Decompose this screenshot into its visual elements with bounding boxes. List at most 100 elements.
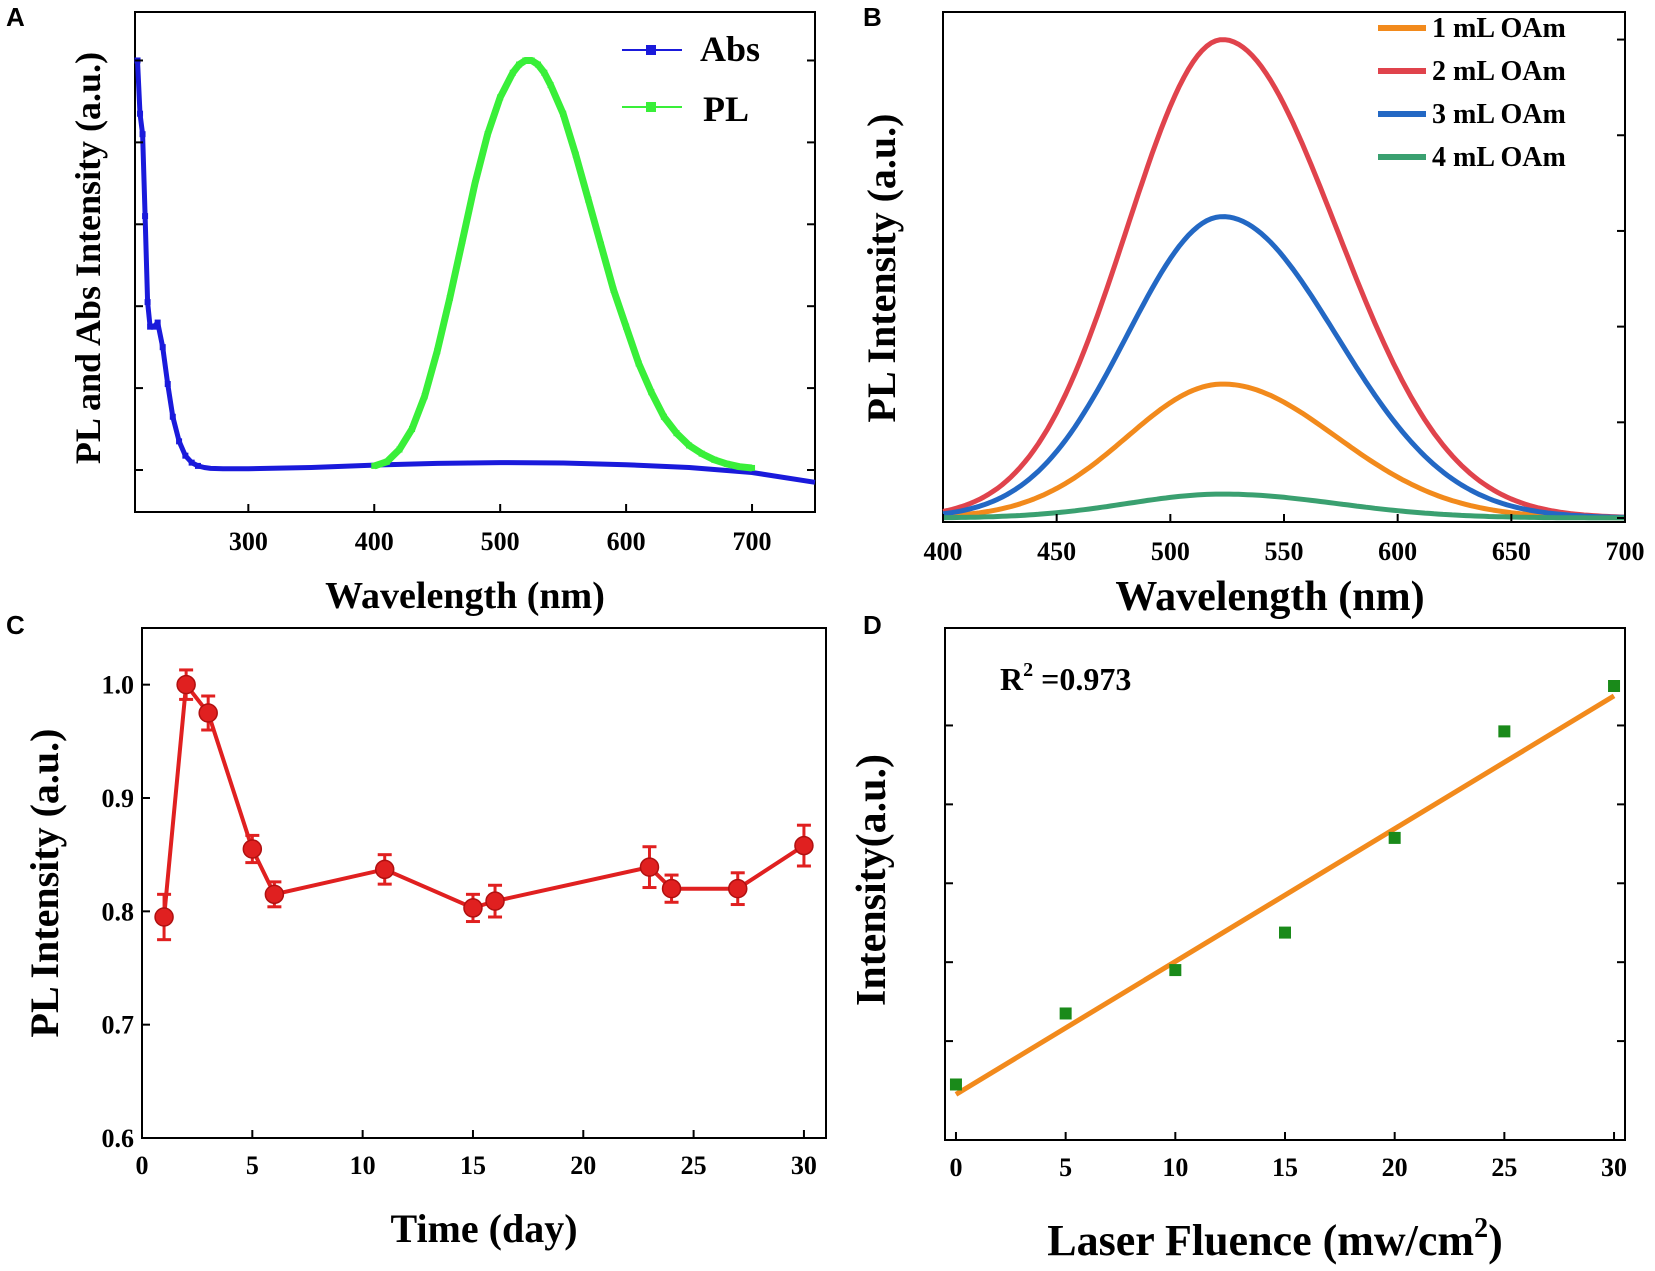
panel-a-point-pl-1 bbox=[383, 458, 390, 465]
panel-c-point-day-23 bbox=[639, 857, 660, 877]
panel-a-point-abs-6 bbox=[150, 323, 157, 330]
panel-a-x-tick-label-300: 300 bbox=[229, 527, 268, 556]
panel-a-point-abs-1 bbox=[137, 110, 144, 117]
panel-c-x-tick-label-20: 20 bbox=[570, 1151, 596, 1180]
panel-a-plot-frame bbox=[134, 11, 816, 513]
panel-d-x-tick-label-15: 15 bbox=[1272, 1153, 1298, 1182]
panel-letter-c: C bbox=[6, 610, 25, 640]
panel-d-x-tick-label-20: 20 bbox=[1382, 1153, 1408, 1182]
panel-c-chart: 0 5 10 15 20 25 30 0.6 0.7 0.8 0.9 1.0 Time (day) P… bbox=[22, 627, 827, 1251]
panel-a-point-abs-11 bbox=[176, 438, 183, 445]
panel-b-x-tick-label-500: 500 bbox=[1151, 537, 1190, 566]
panel-a-point-abs-7 bbox=[154, 319, 161, 326]
panel-a-point-pl-30 bbox=[711, 456, 718, 463]
panel-letter-d: D bbox=[863, 610, 882, 640]
panel-b-x-tick-label-550: 550 bbox=[1265, 537, 1304, 566]
legend-abs-marker bbox=[646, 45, 656, 55]
panel-b-y-axis-title: PL Intensity (a.u.) bbox=[859, 114, 904, 423]
panel-d-point-20 bbox=[1388, 831, 1401, 844]
panel-d-x-tick-label-30: 30 bbox=[1601, 1153, 1627, 1182]
panel-a-point-pl-13 bbox=[522, 57, 529, 64]
panel-b-series-2ml-line bbox=[942, 37, 1626, 520]
panel-a-series-abs-line bbox=[135, 60, 816, 485]
panel-c-point-day-6 bbox=[264, 884, 285, 905]
panel-b-x-tick-label-450: 450 bbox=[1037, 537, 1076, 566]
panel-a-series-pl-line bbox=[373, 57, 753, 472]
panel-c-point-day-11 bbox=[374, 859, 395, 880]
panel-b-series-1ml-line bbox=[942, 381, 1625, 521]
panel-a-y-axis-title: PL and Abs Intensity (a.u.) bbox=[68, 52, 108, 464]
panel-c-y-tick-label-0.7: 0.7 bbox=[102, 1011, 135, 1040]
panel-d-x-tick-label-25: 25 bbox=[1491, 1153, 1517, 1182]
panel-d-x-tick-label-10: 10 bbox=[1162, 1153, 1188, 1182]
panel-a-point-pl-4 bbox=[421, 393, 428, 400]
panel-c-point-day-24 bbox=[661, 878, 682, 899]
panel-a-legend: Abs PL bbox=[622, 29, 760, 129]
panel-a-point-pl-16 bbox=[541, 69, 548, 76]
panel-c-x-tick-label-25: 25 bbox=[681, 1151, 707, 1180]
panel-a-point-pl-8 bbox=[472, 180, 478, 187]
panel-a-point-pl-22 bbox=[610, 286, 617, 293]
legend-abs-label: Abs bbox=[700, 29, 760, 69]
panel-a-point-pl-6 bbox=[446, 295, 453, 301]
panel-a-x-tick-label-400: 400 bbox=[355, 527, 394, 556]
panel-c-x-tick-label-0: 0 bbox=[136, 1151, 149, 1180]
panel-a-point-pl-20 bbox=[585, 196, 592, 203]
panel-a-point-pl-27 bbox=[673, 430, 680, 437]
panel-a-point-pl-21 bbox=[597, 241, 604, 248]
panel-a-point-pl-0 bbox=[371, 462, 378, 469]
panel-c-y-tick-label-1.0: 1.0 bbox=[102, 671, 135, 700]
panel-a-point-pl-9 bbox=[484, 131, 491, 138]
panel-d-point-5 bbox=[1059, 1007, 1072, 1020]
legend-pl-marker bbox=[646, 102, 656, 112]
panel-c-y-tick-label-0.6: 0.6 bbox=[102, 1124, 135, 1153]
panel-a-point-pl-28 bbox=[686, 442, 693, 449]
panel-a-point-pl-25 bbox=[648, 389, 655, 396]
panel-a-point-pl-3 bbox=[409, 426, 416, 433]
legend-1ml-label: 1 mL OAm bbox=[1432, 13, 1566, 44]
panel-d-x-tick-label-5: 5 bbox=[1059, 1153, 1072, 1182]
panel-c-point-day-1 bbox=[154, 907, 174, 927]
panel-c-point-day-15 bbox=[463, 898, 483, 918]
panel-a-point-pl-14 bbox=[528, 57, 535, 64]
panel-c-x-axis-title: Time (day) bbox=[390, 1206, 577, 1251]
panel-a-point-pl-7 bbox=[459, 237, 466, 244]
panel-b-x-tick-label-400: 400 bbox=[924, 537, 963, 566]
panel-letter-a: A bbox=[6, 2, 25, 32]
panel-a-point-abs-14 bbox=[194, 462, 201, 469]
panel-a-chart: 300 400 500 600 700 Abs PL Wavelength (nm) P… bbox=[68, 11, 816, 617]
panel-d-chart: 0 5 10 15 20 25 30 R2 =0.973 Laser Fluence (mw… bbox=[849, 627, 1627, 1265]
panel-d-point-0 bbox=[949, 1078, 962, 1091]
panel-c-x-tick-label-30: 30 bbox=[791, 1151, 817, 1180]
panel-c-point-day-5 bbox=[242, 839, 263, 859]
panel-a-point-pl-5 bbox=[434, 348, 441, 355]
panel-c-y-axis-title: PL Intensity (a.u.) bbox=[22, 729, 67, 1038]
panel-a-point-pl-17 bbox=[547, 82, 554, 89]
panel-a-point-pl-19 bbox=[572, 151, 579, 158]
panel-d-y-axis-title: Intensity(a.u.) bbox=[849, 754, 895, 1006]
panel-a-point-pl-18 bbox=[560, 110, 567, 117]
legend-4ml-label: 4 mL OAm bbox=[1432, 142, 1566, 173]
panel-a-point-pl-31 bbox=[723, 460, 730, 467]
panel-b-x-tick-label-650: 650 bbox=[1492, 537, 1531, 566]
panel-d-plot-frame bbox=[944, 627, 1626, 1141]
panel-b-x-axis-title: Wavelength (nm) bbox=[1115, 574, 1424, 620]
panel-a-point-pl-15 bbox=[534, 61, 541, 68]
panel-c-point-day-27 bbox=[727, 878, 748, 899]
panel-c-series-line bbox=[162, 682, 805, 918]
panel-c-point-day-16 bbox=[485, 891, 505, 911]
panel-d-point-25 bbox=[1498, 725, 1511, 738]
panel-d-point-10 bbox=[1169, 964, 1182, 977]
panel-c-point-day-3 bbox=[198, 703, 218, 723]
panel-d-point-15 bbox=[1279, 926, 1291, 939]
panel-a-point-pl-10 bbox=[497, 94, 504, 101]
panel-d-fit-line bbox=[954, 693, 1616, 1097]
panel-c-point-day-30 bbox=[794, 835, 814, 856]
panel-a-point-pl-23 bbox=[623, 323, 630, 330]
panel-a-point-abs-5 bbox=[147, 323, 154, 330]
panel-a-point-abs-12 bbox=[182, 452, 189, 459]
panel-a-point-abs-4 bbox=[144, 299, 151, 306]
panel-c-x-tick-label-5: 5 bbox=[246, 1151, 259, 1180]
panel-c-plot-frame bbox=[141, 627, 827, 1139]
